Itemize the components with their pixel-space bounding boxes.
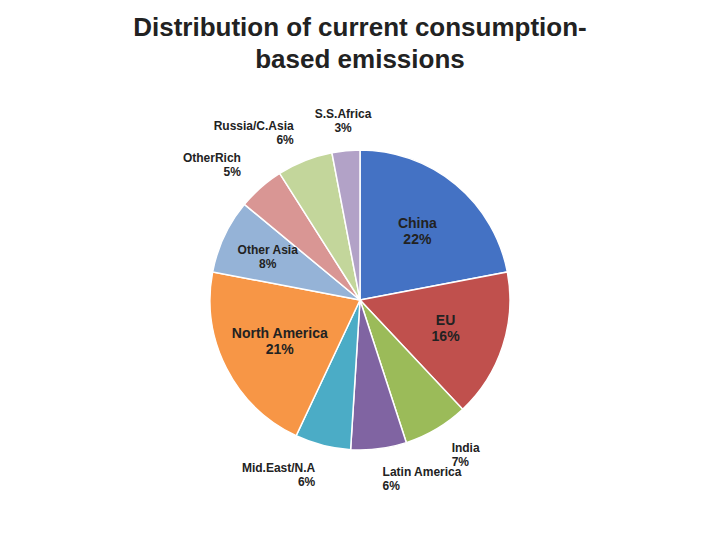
- slice-value: 21%: [266, 341, 295, 357]
- slice-label: Latin America6%: [383, 465, 462, 493]
- labels: China22%EU16%India7%Latin America6%Mid.E…: [183, 107, 480, 493]
- slice-label: North America21%: [232, 325, 328, 357]
- slice-category: Other Asia: [238, 243, 299, 257]
- slice-label: EU16%: [432, 312, 461, 344]
- slice-category: China: [398, 215, 437, 231]
- slice-category: EU: [436, 312, 455, 328]
- title: Distribution of current consumption-base…: [133, 12, 587, 74]
- slice-label: China22%: [398, 215, 437, 247]
- title-line: Distribution of current consumption-: [133, 12, 587, 42]
- slice-value: 6%: [383, 479, 401, 493]
- slice-category: North America: [232, 325, 328, 341]
- slice-value: 8%: [259, 257, 277, 271]
- slice-label: OtherRich5%: [183, 151, 241, 179]
- slice-label: Russia/C.Asia6%: [214, 119, 294, 147]
- slice-category: India: [452, 441, 480, 455]
- title-line: based emissions: [255, 44, 465, 74]
- slice-value: 6%: [276, 133, 294, 147]
- slice-value: 3%: [334, 121, 352, 135]
- slice-value: 16%: [432, 328, 461, 344]
- slice-category: Mid.East/N.A: [242, 461, 316, 475]
- slice-category: OtherRich: [183, 151, 241, 165]
- slice-category: S.S.Africa: [315, 107, 372, 121]
- slice-label: Other Asia8%: [238, 243, 299, 271]
- slice-value: 22%: [403, 231, 432, 247]
- slice-category: Russia/C.Asia: [214, 119, 294, 133]
- slice-category: Latin America: [383, 465, 462, 479]
- slice: [332, 150, 360, 300]
- slice-value: 6%: [298, 475, 316, 489]
- slice-label: Mid.East/N.A6%: [242, 461, 316, 489]
- slice-value: 5%: [224, 165, 242, 179]
- slice-label: S.S.Africa3%: [315, 107, 372, 135]
- chart: Distribution of current consumption-base…: [0, 0, 720, 540]
- slices: [210, 150, 510, 450]
